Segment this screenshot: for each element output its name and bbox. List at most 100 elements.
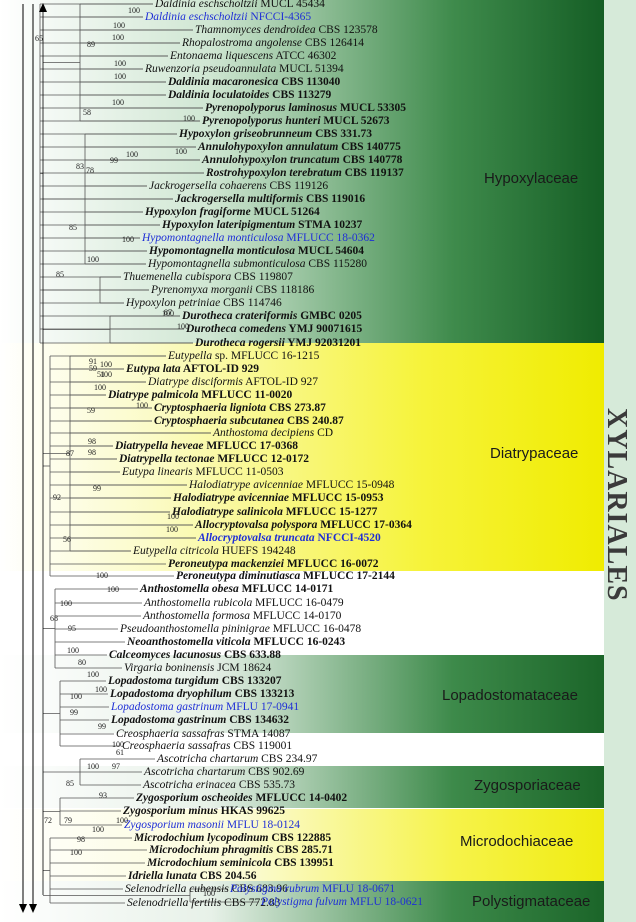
band-zygosporiaceae bbox=[0, 766, 604, 808]
bootstrap-value: 87 bbox=[164, 308, 172, 317]
bootstrap-value: 92 bbox=[53, 493, 61, 502]
bootstrap-value: 100 bbox=[112, 740, 124, 749]
bootstrap-value: 100 bbox=[128, 6, 140, 15]
taxon-label: Daldinia loculatoides CBS 113279 bbox=[168, 89, 332, 101]
family-label-lopadostomataceae: Lopadostomataceae bbox=[442, 687, 578, 704]
bootstrap-value: 99 bbox=[110, 156, 118, 165]
bootstrap-value: 58 bbox=[83, 108, 91, 117]
bootstrap-value: 98 bbox=[88, 437, 96, 446]
taxon-label: Neoanthostomella viticola MFLUCC 16-0243 bbox=[127, 636, 346, 648]
taxon-label: Creosphaeria sassafras STMA 14087 bbox=[116, 728, 291, 740]
taxon-label: Microdochium phragmitis CBS 285.71 bbox=[149, 844, 334, 856]
taxon-label: Ascotricha erinacea CBS 535.73 bbox=[143, 779, 296, 791]
bootstrap-value: 100 bbox=[177, 322, 189, 331]
bootstrap-value: 100 bbox=[107, 585, 119, 594]
taxon-label: Thamnomyces dendroidea CBS 123578 bbox=[195, 24, 378, 36]
bootstrap-value: 87 bbox=[66, 449, 74, 458]
family-label-zygosporiaceae: Zygosporiaceae bbox=[474, 777, 581, 794]
taxon-label: Lopadostoma dryophilum CBS 133213 bbox=[110, 688, 295, 700]
taxon-label: Hypoxylon fragiforme MUCL 51264 bbox=[145, 206, 320, 218]
taxon-label: Annulohypoxylon truncatum CBS 140778 bbox=[202, 154, 403, 166]
bootstrap-value: 100 bbox=[100, 360, 112, 369]
bootstrap-value: 100 bbox=[96, 571, 108, 580]
bootstrap-value: 61 bbox=[116, 748, 124, 757]
taxon-label: Lopadostoma gastrinum CBS 134632 bbox=[111, 714, 289, 726]
taxon-label: Polystigma rubrum MFLU 18-0671 bbox=[230, 883, 396, 895]
family-label-polystigmataceae: Polystigmataceae bbox=[472, 893, 591, 910]
order-label: XYLARIALES bbox=[601, 408, 632, 602]
taxon-label: Ascotricha chartarum CBS 234.97 bbox=[157, 753, 318, 765]
taxon-label: Pyrenomyxa morganii CBS 118186 bbox=[151, 284, 315, 296]
bootstrap-value: 100 bbox=[183, 114, 195, 123]
taxon-label: Creosphaeria sassafras CBS 119001 bbox=[122, 740, 293, 752]
bootstrap-value: 78 bbox=[86, 166, 94, 175]
taxon-label: Calceomyces lacunosus CBS 633.88 bbox=[109, 649, 281, 661]
band-hypoxylaceae bbox=[0, 0, 604, 343]
taxon-label: Jackrogersella cohaerens CBS 119126 bbox=[149, 180, 329, 192]
bootstrap-value: 100 bbox=[162, 309, 174, 318]
taxon-label: Durotheca rogersii YMJ 92031201 bbox=[195, 337, 362, 349]
taxon-label: Daldinia eschscholtzii NFCCI-4365 bbox=[145, 11, 312, 23]
bootstrap-value: 100 bbox=[136, 401, 148, 410]
taxon-label: Rostrohypoxylon terebratum CBS 119137 bbox=[206, 167, 404, 179]
bootstrap-value: 100 bbox=[166, 525, 178, 534]
bootstrap-value: 100 bbox=[122, 235, 134, 244]
taxon-label: Annulohypoxylon annulatum CBS 140775 bbox=[198, 141, 401, 153]
bootstrap-value: 51 bbox=[97, 370, 105, 379]
root-arrow-bottom-right bbox=[29, 904, 37, 913]
taxon-label: Diatrype palmicola MFLUCC 11-0020 bbox=[108, 389, 293, 401]
taxon-label: Polystigma fulvum MFLU 18-0621 bbox=[261, 896, 423, 908]
bootstrap-value: 100 bbox=[87, 670, 99, 679]
bootstrap-value: 56 bbox=[63, 535, 71, 544]
taxon-label: Zygosporium masonii MFLU 18-0124 bbox=[124, 819, 301, 831]
bootstrap-value: 83 bbox=[76, 162, 84, 171]
taxon-label: Ascotricha chartarum CBS 902.69 bbox=[144, 766, 305, 778]
taxon-label: Hypomontagnella monticulosa MUCL 54604 bbox=[149, 245, 365, 257]
bootstrap-value: 98 bbox=[77, 835, 85, 844]
bootstrap-value: 100 bbox=[92, 825, 104, 834]
bootstrap-value: 100 bbox=[67, 646, 79, 655]
bootstrap-value: 100 bbox=[87, 255, 99, 264]
bootstrap-value: 100 bbox=[70, 848, 82, 857]
taxon-label: Pseudoanthostomella pininigrae MFLUCC 16… bbox=[120, 623, 362, 635]
bootstrap-value: 95 bbox=[68, 624, 76, 633]
taxon-label: Selenodriella cubensis CBS 683.96 bbox=[125, 883, 288, 895]
bootstrap-value: 100 bbox=[100, 370, 112, 379]
bootstrap-value: 100 bbox=[113, 21, 125, 30]
bootstrap-value: 100 bbox=[70, 692, 82, 701]
bootstrap-value: 68 bbox=[50, 614, 58, 623]
bootstrap-value: 80 bbox=[78, 658, 86, 667]
taxon-label: Diatrypella tectonae MFLUCC 12-0172 bbox=[119, 453, 310, 465]
taxon-label: Daldinia eschscholtzii MUCL 45434 bbox=[155, 0, 325, 10]
band-diatrypaceae bbox=[0, 343, 604, 571]
taxon-label: Eutypa linearis MFLUCC 11-0503 bbox=[122, 466, 284, 478]
bootstrap-value: 100 bbox=[94, 383, 106, 392]
bootstrap-value: 100 bbox=[126, 150, 138, 159]
bootstrap-value: 72 bbox=[44, 816, 52, 825]
bootstrap-value: 65 bbox=[35, 34, 43, 43]
taxon-label: Hypoxylon petriniae CBS 114746 bbox=[126, 297, 282, 309]
taxon-label: Eutypa lata AFTOL-ID 929 bbox=[126, 363, 260, 375]
taxon-label: Lopadostoma turgidum CBS 133207 bbox=[108, 675, 282, 687]
taxon-label: Allocryptovalsa truncata NFCCI-4520 bbox=[198, 532, 381, 544]
bootstrap-value: 85 bbox=[69, 223, 77, 232]
taxon-label: Pyrenopolyporus laminosus MUCL 53305 bbox=[205, 102, 406, 114]
bootstrap-value: 59 bbox=[89, 364, 97, 373]
taxon-label: Halodiatrype avicenniae MFLUCC 15-0948 bbox=[189, 479, 395, 491]
bootstrap-value: 100 bbox=[60, 599, 72, 608]
taxon-label: Hypomontagnella monticulosa MFLUCC 18-03… bbox=[142, 232, 375, 244]
taxon-label: Anthostoma decipiens CD bbox=[213, 427, 334, 439]
taxon-label: Daldinia macaronesica CBS 113040 bbox=[168, 76, 341, 88]
taxon-label: Anthostomella rubicola MFLUCC 16-0479 bbox=[144, 597, 344, 609]
family-label-microdochiaceae: Microdochiaceae bbox=[460, 833, 574, 850]
taxon-label: Halodiatrype avicenniae MFLUCC 15-0953 bbox=[173, 492, 384, 504]
taxon-label: Halodiatrype salinicola MFLUCC 15-1277 bbox=[172, 506, 378, 518]
tree-branches bbox=[19, 3, 259, 913]
bootstrap-value: 100 bbox=[87, 762, 99, 771]
bootstrap-value: 100 bbox=[95, 685, 107, 694]
root-axis bbox=[19, 3, 47, 913]
bootstrap-value: 98 bbox=[88, 448, 96, 457]
bootstrap-value: 100 bbox=[114, 59, 126, 68]
taxon-label: Zygosporium minus HKAS 99625 bbox=[123, 805, 285, 817]
bootstrap-value: 100 bbox=[112, 98, 124, 107]
